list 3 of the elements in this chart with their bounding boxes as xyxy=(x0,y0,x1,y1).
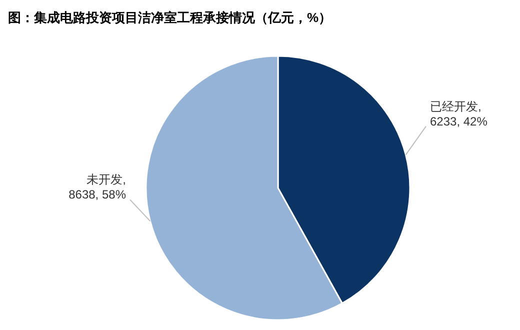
slice-label: 未开发, 8638, 58% xyxy=(68,172,126,202)
chart-title: 图：集成电路投资项目洁净室工程承接情况（亿元，%） xyxy=(8,10,332,25)
slice-label: 已经开发, 6233, 42% xyxy=(430,99,488,128)
